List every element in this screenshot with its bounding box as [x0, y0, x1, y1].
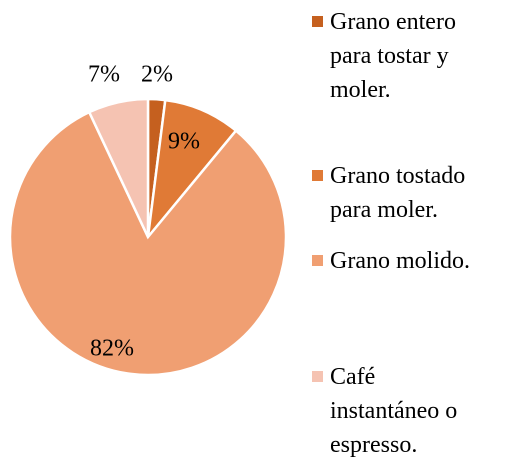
legend-swatch [312, 371, 323, 382]
pie-slice [87, 97, 150, 238]
pie-slice [8, 110, 288, 377]
data-label: 9% [168, 129, 200, 155]
data-label: 82% [90, 336, 134, 362]
legend-swatch [312, 16, 323, 27]
legend-label: Grano entero para tostar y moler. [330, 9, 456, 103]
data-label: 7% [88, 62, 120, 88]
legend-label: Grano tostado para moler. [330, 163, 466, 223]
legend-swatch [312, 170, 323, 181]
legend-swatch [312, 255, 323, 266]
data-label: 2% [141, 62, 173, 88]
legend-label: Café instantáneo o espresso. [330, 364, 458, 458]
legend-label: Grano molido. [330, 248, 470, 274]
